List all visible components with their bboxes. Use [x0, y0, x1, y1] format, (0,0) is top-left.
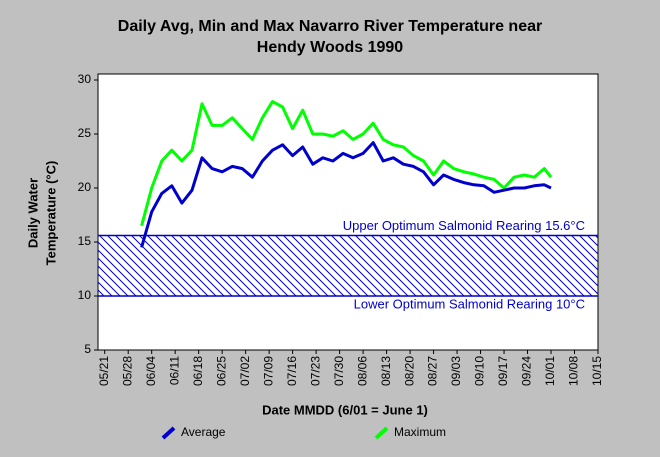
optimum-band [98, 235, 598, 296]
x-tick-label: 05/28 [120, 356, 134, 386]
x-tick-label: 06/04 [144, 356, 158, 386]
band-label: Upper Optimum Salmonid Rearing 15.6°C [343, 218, 585, 233]
legend-swatch [161, 426, 176, 440]
data-line [140, 141, 552, 248]
x-tick-label: 10/15 [590, 356, 604, 386]
x-tick-label: 08/20 [402, 356, 416, 386]
y-tick-label: 5 [84, 342, 91, 356]
x-tick-label: 08/06 [355, 356, 369, 386]
x-tick-label: 07/16 [285, 356, 299, 386]
x-tick-label: 09/10 [473, 356, 487, 386]
data-line [140, 100, 553, 227]
y-tick-label: 15 [78, 234, 92, 248]
chart-title: Daily Avg, Min and Max Navarro River Tem… [118, 18, 542, 35]
y-tick-label: 30 [78, 72, 92, 86]
legend-swatch [374, 426, 389, 440]
x-tick-label: 09/24 [520, 356, 534, 386]
x-axis-label: Date MMDD (6/01 = June 1) [262, 402, 428, 417]
x-tick-label: 09/17 [496, 356, 510, 386]
x-tick-label: 06/18 [191, 356, 205, 386]
x-tick-label: 07/02 [238, 356, 252, 386]
x-tick-label: 06/11 [167, 356, 181, 385]
legend-label: Average [181, 425, 226, 439]
y-tick-label: 25 [78, 126, 92, 140]
y-tick-label: 20 [78, 180, 92, 194]
x-tick-label: 10/08 [567, 356, 581, 386]
x-tick-label: 06/25 [214, 356, 228, 386]
x-tick-label: 08/27 [426, 356, 440, 386]
band-label: Lower Optimum Salmonid Rearing 10°C [354, 296, 585, 311]
plot-area [97, 73, 599, 351]
chart-title: Hendy Woods 1990 [257, 39, 404, 56]
x-tick-label: 08/13 [379, 356, 393, 386]
x-tick-label: 05/21 [97, 356, 111, 386]
x-tick-label: 09/03 [449, 356, 463, 386]
x-tick-label: 07/30 [332, 356, 346, 386]
legend-label: Maximum [394, 425, 446, 439]
y-tick-label: 10 [78, 288, 92, 302]
y-axis-label: Temperature (°C) [43, 161, 58, 266]
y-axis-label: Daily Water [25, 178, 40, 248]
x-tick-label: 10/01 [543, 356, 557, 386]
x-tick-label: 07/09 [261, 356, 275, 386]
x-tick-label: 07/23 [308, 356, 322, 386]
